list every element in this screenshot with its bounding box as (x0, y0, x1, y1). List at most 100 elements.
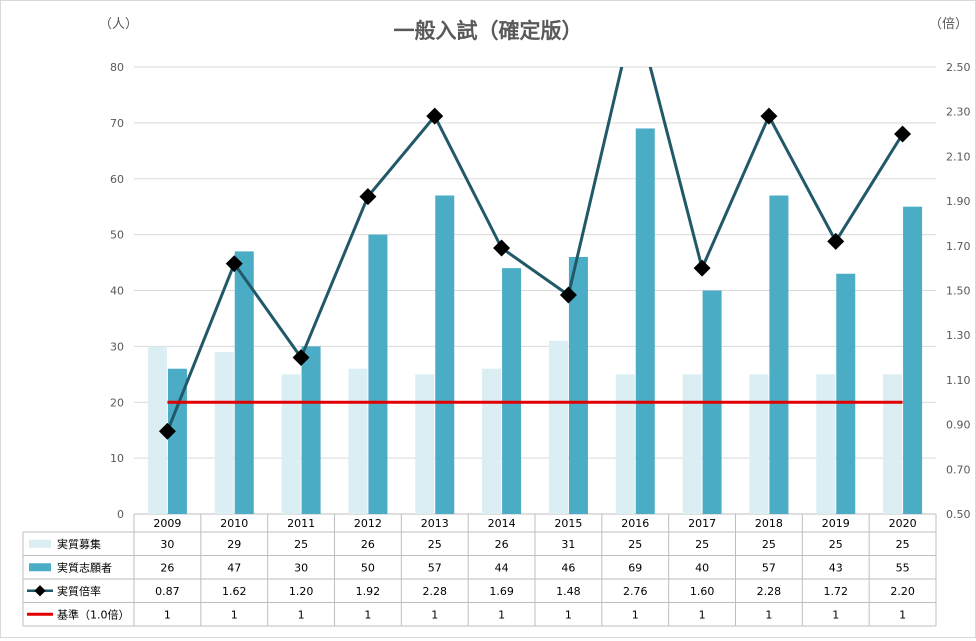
table-cell: 29 (227, 538, 241, 551)
left-tick-label: 70 (110, 117, 124, 130)
table-cell: 1.20 (289, 585, 314, 598)
bar (368, 234, 388, 514)
right-tick-label: 2.50 (946, 61, 971, 74)
right-tick-label: 1.30 (946, 329, 971, 342)
table-cell: 1 (899, 608, 906, 621)
table-cell: 46 (561, 561, 575, 574)
ratio-marker (493, 239, 511, 257)
category-label: 2017 (688, 517, 716, 530)
table-cell: 1 (298, 608, 305, 621)
category-label: 2011 (287, 517, 315, 530)
category-label: 2020 (889, 517, 917, 530)
bar (147, 346, 167, 514)
ratio-marker (827, 232, 845, 250)
bar (568, 256, 588, 514)
ratio-marker (760, 107, 778, 125)
legend-key (29, 563, 51, 572)
bar (635, 128, 655, 514)
bar (301, 346, 321, 514)
table-cell: 69 (628, 561, 642, 574)
table-cell: 1 (565, 608, 572, 621)
bar (883, 374, 903, 514)
ratio-marker (359, 188, 377, 206)
table-cell: 57 (762, 561, 776, 574)
table-cell: 43 (829, 561, 843, 574)
bar (816, 374, 836, 514)
table-cell: 25 (762, 538, 776, 551)
category-label: 2019 (822, 517, 850, 530)
category-label: 2012 (354, 517, 382, 530)
left-tick-label: 30 (110, 340, 124, 353)
table-cell: 25 (428, 538, 442, 551)
category-label: 2018 (755, 517, 783, 530)
category-label: 2014 (488, 517, 516, 530)
table-cell: 1.60 (690, 585, 715, 598)
category-label: 2015 (554, 517, 582, 530)
right-tick-label: 1.90 (946, 195, 971, 208)
table-cell: 1 (364, 608, 371, 621)
left-tick-label: 0 (117, 508, 124, 521)
left-tick-label: 20 (110, 396, 124, 409)
legend-label: 実質募集 (57, 537, 101, 551)
right-axis-ticks: 0.50 0.70 0.90 1.10 1.30 1.50 1.70 1.90 2.10 2.30… (946, 61, 971, 521)
table-cell: 2.76 (623, 585, 648, 598)
table-cell: 25 (628, 538, 642, 551)
table-cell: 55 (896, 561, 910, 574)
table-cell: 1 (231, 608, 238, 621)
bar (435, 195, 455, 514)
lines (158, 1, 912, 440)
ratio-marker (627, 1, 644, 17)
legend-key (29, 539, 51, 548)
category-label: 2016 (621, 517, 649, 530)
table-cell: 25 (896, 538, 910, 551)
table-cell: 1 (164, 608, 171, 621)
right-tick-label: 1.10 (946, 374, 971, 387)
table-cell: 57 (428, 561, 442, 574)
table-cell: 26 (361, 538, 375, 551)
table-cell: 1 (498, 608, 505, 621)
ratio-line (166, 67, 904, 432)
category-label: 2009 (153, 517, 181, 530)
ratio-marker (225, 255, 243, 273)
table-cell: 1.48 (556, 585, 581, 598)
category-label: 2013 (421, 517, 449, 530)
table-cell: 30 (294, 561, 308, 574)
right-tick-label: 2.30 (946, 106, 971, 119)
bar (214, 351, 234, 514)
bar (234, 251, 254, 514)
legend-label: 基準（1.0倍） (57, 607, 130, 621)
legend-marker (34, 585, 46, 597)
table-cell: 31 (561, 538, 575, 551)
legend-label: 実質志願者 (57, 560, 112, 574)
bar (749, 374, 769, 514)
table-cell: 25 (695, 538, 709, 551)
bar (167, 368, 187, 514)
left-tick-label: 80 (110, 61, 124, 74)
table-cell: 1.92 (356, 585, 381, 598)
bar (903, 206, 923, 514)
bar (502, 268, 522, 514)
table-cell: 25 (294, 538, 308, 551)
ratio-marker (158, 422, 176, 440)
table-cell: 47 (227, 561, 241, 574)
right-axis-unit: （倍） (929, 17, 968, 32)
left-tick-label: 10 (110, 452, 124, 465)
bar (836, 273, 856, 514)
left-tick-label: 40 (110, 285, 124, 298)
table-cell: 25 (829, 538, 843, 551)
ratio-marker (559, 286, 577, 304)
table-cell: 1 (765, 608, 772, 621)
bar (548, 340, 568, 514)
left-axis-unit: （人） (99, 17, 138, 32)
bar (769, 195, 789, 514)
bar (281, 374, 301, 514)
table-cell: 2.20 (890, 585, 915, 598)
table-cell: 1 (699, 608, 706, 621)
table-cell: 44 (495, 561, 509, 574)
right-tick-label: 2.10 (946, 150, 971, 163)
legend-label: 実質倍率 (57, 584, 101, 598)
table-cell: 30 (160, 538, 174, 551)
right-tick-label: 0.70 (946, 463, 971, 476)
